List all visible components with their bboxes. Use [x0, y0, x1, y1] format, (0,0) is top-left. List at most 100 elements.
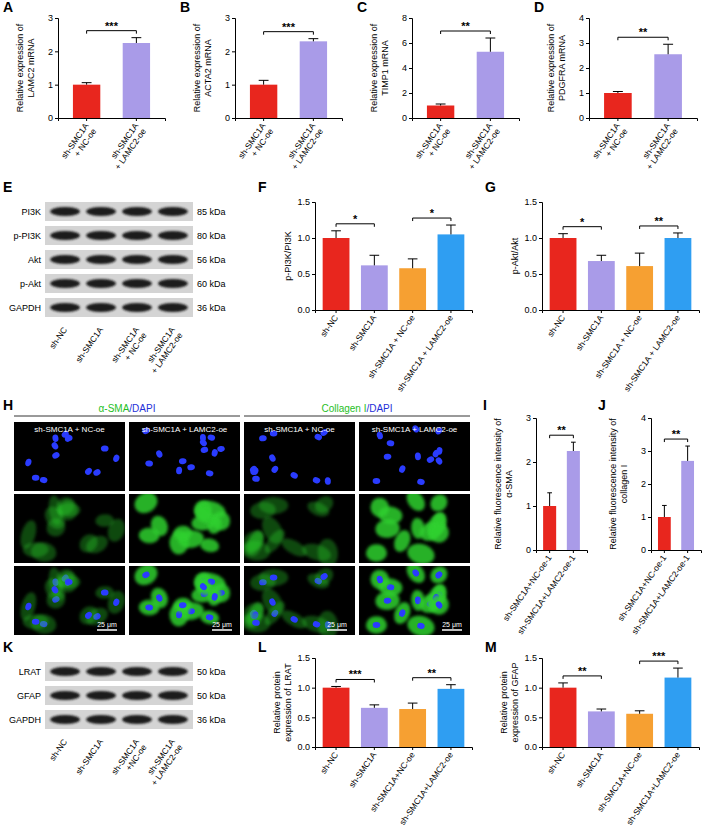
micrograph: sh-SMC1A + NC-oe — [244, 422, 355, 491]
error-bar — [663, 44, 673, 54]
y-tick-mark — [312, 310, 315, 311]
blot-band — [86, 303, 116, 312]
micrograph-ground — [244, 422, 355, 491]
y-axis-title: Relative proteinexpression of LRAT — [272, 663, 293, 742]
bar-chart: 0123sh-SMC1A+ NC-oesh-SMC1A+ LAMC2-oeRel… — [15, 13, 166, 171]
y-tick-label: 2 — [48, 47, 53, 57]
nucleus — [383, 453, 391, 460]
nucleus — [434, 456, 443, 466]
y-tick: 6 — [402, 38, 412, 48]
error-bar — [331, 686, 341, 687]
stained-cell — [57, 575, 80, 589]
x-tick-mark — [263, 118, 264, 121]
y-axis-line — [539, 203, 543, 311]
micrograph-content — [18, 566, 125, 635]
nucleus — [205, 470, 214, 477]
panel-letter: C — [357, 0, 367, 15]
y-tick-label: 0 — [402, 113, 407, 123]
y-tick-mark — [539, 688, 542, 689]
y-tick: 8 — [402, 13, 412, 23]
y-tick-label: 3 — [48, 13, 53, 23]
plot-marks — [550, 233, 692, 310]
blot-strip — [45, 686, 193, 705]
blot-lane-label: sh-SMC1A+ LAMC2-oe — [141, 737, 185, 788]
x-tick-label: sh-SMC1A+ NC-oe — [59, 121, 99, 166]
y-axis: 0.00.51.01.5 — [297, 197, 315, 315]
x-tick-mark — [573, 550, 574, 553]
x-tick: sh-NC — [318, 310, 340, 339]
panel-letter: E — [3, 179, 12, 195]
error-bar — [131, 38, 141, 43]
blot-band — [158, 691, 188, 700]
bar — [300, 41, 327, 118]
blot-band — [158, 303, 188, 312]
blot-lane-label: sh-SMC1A — [73, 737, 105, 777]
x-tick-mark — [668, 118, 669, 121]
y-tick-label: 3 — [579, 38, 584, 48]
x-axis: sh-SMC1A+ NC-oesh-SMC1A+ LAMC2-oe — [413, 118, 520, 172]
image-group-header: α-SMA/DAPI — [99, 403, 156, 414]
stained-cell — [76, 531, 101, 557]
x-tick: sh-NC — [545, 747, 567, 776]
blot-band — [158, 715, 188, 724]
image-group-rule — [14, 416, 240, 417]
nucleus — [141, 570, 151, 579]
figure: A0123sh-SMC1A+ NC-oesh-SMC1A+ LAMC2-oeRe… — [0, 0, 709, 835]
nucleus — [411, 568, 420, 578]
x-tick: sh-SMC1A — [347, 747, 379, 790]
x-tick-mark — [440, 118, 441, 121]
blot-size-label: 36 kDa — [197, 715, 226, 725]
y-axis: 0123 — [526, 413, 537, 555]
y-axis: 0123 — [225, 13, 236, 123]
y-tick-label: 2 — [402, 88, 407, 98]
blot-band — [50, 255, 80, 264]
bar — [361, 265, 388, 310]
y-tick: 2 — [48, 47, 58, 57]
y-tick-mark — [409, 68, 412, 69]
x-tick-label: sh-SMC1A — [347, 313, 379, 353]
stained-cell — [23, 614, 49, 629]
nucleus — [432, 449, 441, 458]
x-tick-label: sh-SMC1A + LAMC2-oe — [622, 313, 683, 393]
x-tick-label: sh-SMC1A + LAMC2-oe — [395, 313, 456, 393]
error-bar — [408, 703, 418, 709]
bar — [427, 106, 454, 119]
micrograph: 25 μm — [129, 560, 240, 635]
micrograph-ground — [129, 422, 240, 491]
error-bar — [370, 705, 380, 708]
nucleus — [373, 478, 381, 484]
nucleus — [200, 446, 209, 454]
x-axis: sh-SMC1A+ NC-oesh-SMC1A+ LAMC2-oe — [590, 118, 698, 172]
stained-cell — [173, 525, 193, 542]
blot-lane-label: sh-NC — [47, 737, 69, 762]
y-axis-title: Relative expression ofLAMC2 mRNA — [15, 23, 36, 112]
micrograph: sh-SMC1A + LAMC2-oe — [129, 422, 240, 491]
nucleus — [112, 598, 120, 607]
plot-marks — [250, 39, 327, 118]
bar — [123, 43, 150, 118]
x-axis: sh-SMC1A+ NC-oesh-SMC1A+ LAMC2-oe — [59, 118, 166, 172]
blot-strip — [45, 298, 193, 317]
nucleus — [84, 611, 94, 621]
x-tick: sh-NC — [545, 310, 567, 339]
micrograph-content — [244, 566, 339, 635]
error-bar — [635, 253, 645, 266]
nucleus — [64, 434, 72, 443]
x-tick-label: sh-SMC1A+ LAMC2-oe — [636, 121, 680, 172]
stained-cell — [259, 569, 288, 586]
y-tick: 3 — [641, 446, 651, 456]
blot-band — [122, 279, 152, 288]
x-tick-mark — [617, 118, 618, 121]
bar-chart: 0.00.51.01.5sh-NCsh-SMC1Ash-SMC1A+NC-oes… — [272, 653, 473, 826]
panel-letter: J — [598, 397, 606, 413]
bar — [399, 268, 426, 310]
stained-cell — [368, 496, 391, 520]
image-column-label: sh-SMC1A + LAMC2-oe — [142, 425, 228, 434]
y-tick-label: 1.0 — [524, 233, 537, 243]
nucleus — [179, 458, 187, 465]
significance-label: *** — [282, 21, 296, 33]
y-tick-mark — [533, 550, 536, 551]
error-bar — [259, 80, 269, 84]
x-tick-label: sh-SMC1A — [574, 750, 606, 790]
x-tick-label: sh-SMC1A+ LAMC2-oe — [282, 121, 326, 172]
